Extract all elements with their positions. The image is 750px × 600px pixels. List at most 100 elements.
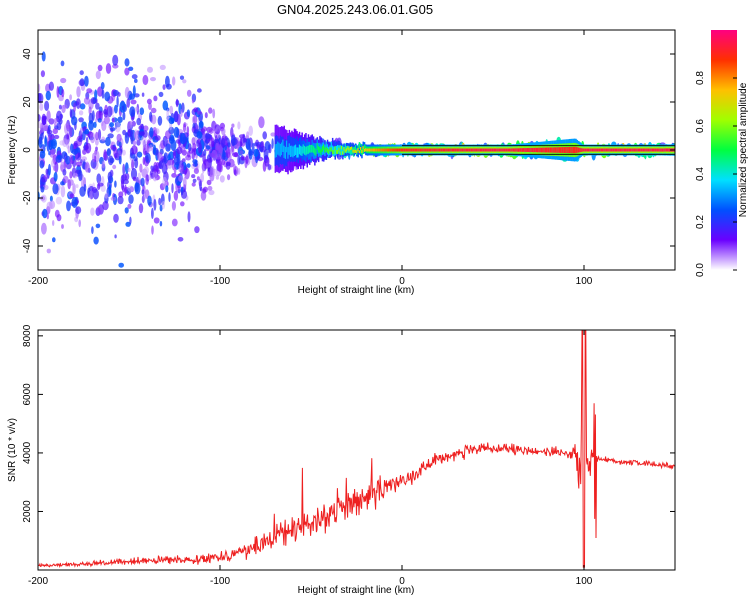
spectrogram-cell [178,164,184,173]
spectrogram-ridge-cell [663,148,665,152]
spectrogram-cell [171,183,174,194]
spectrogram-ridge-cell [511,148,514,152]
spectrogram-cell [94,89,98,100]
spectrogram-cell [121,105,125,111]
spectrogram-cell [116,133,122,142]
spectrogram-ridge-cell [608,148,610,152]
spectrogram-cell [141,92,145,97]
spectrogram-ridge-cell [655,148,657,152]
spectrogram-ridge-cell [343,146,345,155]
spectrogram-ridge-cell [529,148,531,153]
spectrogram-ridge-cell [458,148,460,152]
spectrogram-cell [168,192,171,203]
spectrogram-ridge-cell [352,149,354,153]
spectrogram-cell [192,178,197,183]
spectrogram-ridge-cell [289,145,292,157]
spectrogram-cell [69,171,73,179]
spectrogram-cell [258,116,265,129]
spectrogram-cell [132,85,136,97]
spectrogram-ridge-cell [530,147,533,152]
spectrogram-ridge-cell [353,149,356,153]
y-tick-label: 4000 [22,441,33,464]
spectrogram-cell [231,123,235,128]
spectrogram-cell [127,167,131,172]
spectrogram-ridge-cell [459,148,461,152]
spectrogram-ridge-cell [603,148,605,152]
spectrogram-cell [106,105,113,118]
y-tick-label: 0 [22,147,33,153]
spectrogram-ridge-cell [489,148,492,152]
spectrogram-cell [51,159,55,168]
spectrogram-cell [62,104,68,109]
spectrogram-cell [166,83,172,90]
spectrogram-ridge-cell [516,148,519,152]
spectrogram-cell [96,173,102,184]
spectrogram-ridge-cell [509,148,511,152]
spectrogram-cell [151,225,154,235]
spectrogram-cell [69,154,74,164]
x-tick-label: -100 [210,276,230,287]
spectrogram-cell [147,174,152,181]
spectrogram-cell [53,117,59,123]
spectrogram-ridge-cell [330,141,333,152]
spectrogram-cell [49,149,55,158]
y-tick-label: 8000 [22,324,33,347]
spectrogram-ridge-cell [515,148,517,152]
spectrogram-cell [112,54,119,66]
spectrogram-ridge-cell [632,148,635,152]
spectrogram-cell [107,171,113,182]
spectrogram-cell [151,207,154,219]
spectrogram-cell [44,100,50,111]
spectrogram-cell [112,117,115,123]
spectrogram-cell [208,128,214,134]
spectrogram-ridge-cell [498,148,501,152]
spectrogram-ridge-cell [362,146,364,150]
spectrogram-cell [60,77,67,84]
y-tick-label: 20 [22,96,33,108]
spectrogram-ridge-cell [628,148,631,152]
spectrogram-ridge-cell [600,148,603,152]
spectrogram-ridge-cell [581,148,584,152]
spectrogram-ridge-cell [288,143,291,155]
spectrogram-ridge-cell [343,147,345,151]
spectrogram-cell [158,197,162,206]
spectrogram-ridge-cell [483,148,485,152]
spectrogram-ridge-cell [644,148,646,152]
spectrogram-ridge-cell [348,148,350,152]
spectrogram-cell [182,176,187,189]
spectrogram-cell [221,127,226,136]
spectrogram-cell [118,262,124,268]
spectrogram-cell [118,155,122,165]
spectrogram-cell [141,189,145,195]
spectrogram-cell [72,172,78,179]
spectrogram-ridge-cell [402,148,404,152]
spectrogram-cell [127,185,134,192]
spectrogram-ridge-cell [404,148,406,152]
spectrogram-ridge-cell [337,144,339,154]
spectrogram-cell [221,159,226,166]
spectrogram-cell [95,102,100,110]
spectrogram-cell [212,127,216,134]
spectrogram-cell [186,109,191,118]
spectrogram-ridge-cell [568,146,571,154]
spectrogram-ridge-cell [577,147,580,153]
spectrogram-ridge-cell [277,141,279,155]
spectrogram-cell [176,146,183,155]
spectrogram-cell [93,121,97,128]
spectrogram-cell [92,152,96,163]
spectrogram-ridge-cell [481,148,483,152]
spectrogram-cell [56,122,62,131]
spectrogram-ridge-cell [653,148,655,152]
spectrogram-ridge-cell [370,148,372,152]
snr-y-axis: 2000 4000 6000 8000 [22,324,675,523]
spectrogram-cell [194,160,198,167]
spectrogram-ridge-cell [428,148,431,152]
spectrogram-ridge-cell [449,148,451,152]
spectrogram-cell [245,155,249,164]
spectrogram-ridge-cell [372,148,375,152]
spectrogram-cell [128,120,133,131]
spectrogram-ridge-cell [463,148,465,152]
spectrogram-cell [101,160,106,169]
spectrogram-cell [101,89,105,99]
